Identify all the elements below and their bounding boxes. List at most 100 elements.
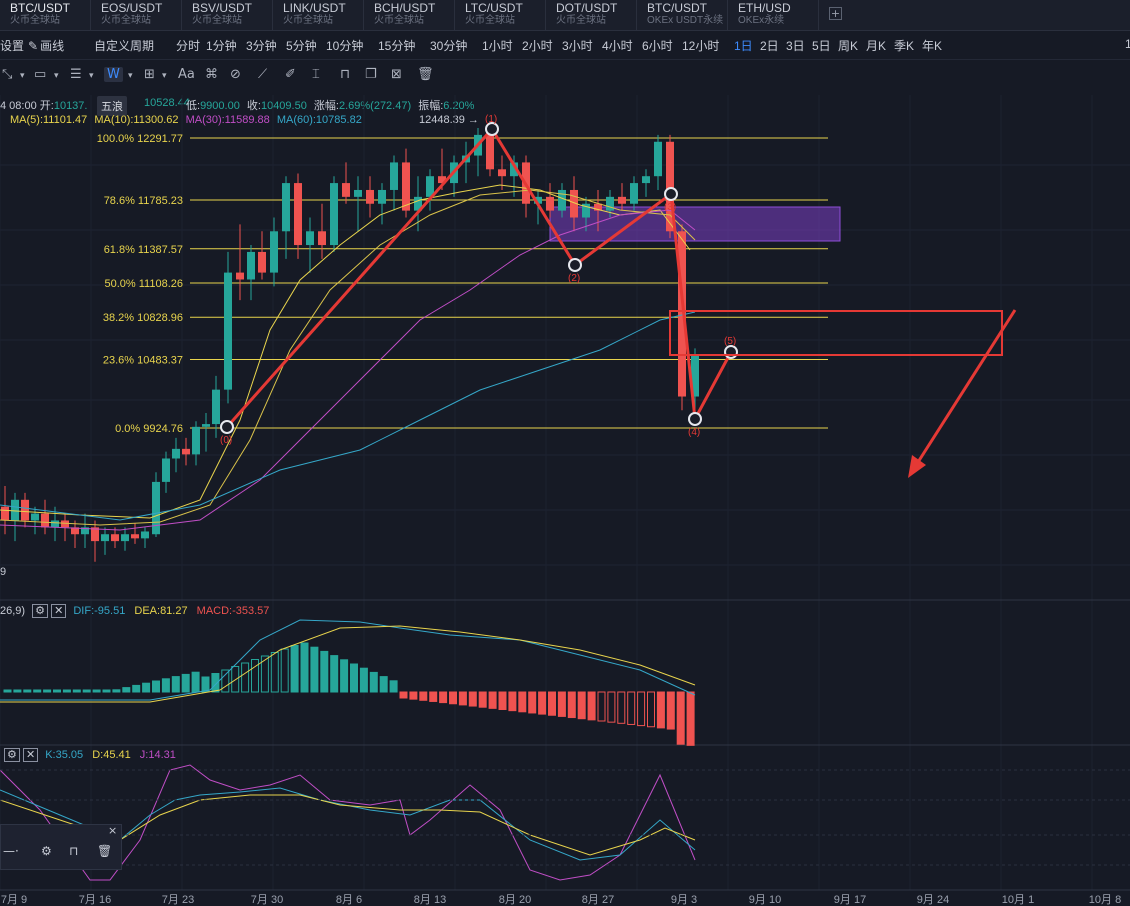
macd-bar <box>468 691 477 707</box>
candle-body <box>270 231 278 273</box>
lines-icon[interactable]: ☰ <box>70 67 82 82</box>
period-12[interactable]: 12小时 <box>682 39 720 53</box>
period-20[interactable]: 年K <box>922 39 943 53</box>
fib-label: 61.8% 11387.57 <box>104 244 183 256</box>
candle-body <box>182 448 190 455</box>
kdj-close-icon[interactable]: ✕ <box>22 748 39 762</box>
period-13[interactable]: 1日 <box>734 39 753 53</box>
period-19[interactable]: 季K <box>894 39 915 53</box>
candle-body <box>438 176 446 184</box>
settings-icon[interactable]: ⚙ <box>41 844 52 858</box>
chevron-down-icon[interactable]: ▾ <box>128 71 133 81</box>
lock-icon[interactable]: ⊓ <box>69 844 79 858</box>
line-style-icon[interactable]: —· <box>3 844 19 858</box>
tab-bch-usdt[interactable]: BCH/USDT 火币全球站 <box>364 0 455 30</box>
wave-label: (2) <box>568 273 580 284</box>
candle-body <box>642 176 650 184</box>
period-16[interactable]: 5日 <box>812 39 831 53</box>
period-6[interactable]: 30分钟 <box>430 39 468 53</box>
rectangle-icon[interactable]: ▭ <box>34 67 47 82</box>
candle-body <box>294 183 302 246</box>
macd-bar <box>647 691 655 728</box>
period-4[interactable]: 10分钟 <box>326 39 364 53</box>
tab-eos-usdt[interactable]: EOS/USDT 火币全球站 <box>91 0 182 30</box>
period-3[interactable]: 5分钟 <box>286 39 317 53</box>
macd-bar <box>656 691 665 729</box>
custom-period-button[interactable]: 自定义周期 <box>94 39 155 53</box>
text-tool-button[interactable]: Aa <box>178 67 195 82</box>
lock-icon[interactable]: ⊓ <box>340 67 351 82</box>
trash-icon[interactable]: 🗑 <box>97 844 113 858</box>
period-7[interactable]: 1小时 <box>482 39 513 53</box>
tab-pair: ETH/USD <box>738 1 791 15</box>
macd-bar <box>161 678 170 693</box>
draw-button[interactable]: ✎ 画线 <box>28 37 64 54</box>
candle-body <box>318 231 326 246</box>
macd-bar <box>122 687 131 693</box>
tab-dot-usdt[interactable]: DOT/USDT 火币全球站 <box>546 0 637 30</box>
tab-ltc-usdt[interactable]: LTC/USDT 火币全球站 <box>455 0 546 30</box>
period-18[interactable]: 月K <box>866 39 887 53</box>
period-15[interactable]: 3日 <box>786 39 805 53</box>
macd-bar <box>92 689 101 693</box>
crosshair-icon[interactable]: ⤡ <box>2 67 13 82</box>
period-0[interactable]: 分时 <box>176 39 201 53</box>
ma10-line <box>0 189 696 526</box>
add-tab-button[interactable]: + <box>829 7 842 20</box>
candle-body <box>11 499 19 521</box>
tab-pair: EOS/USDT <box>101 1 163 15</box>
macd-dea: DEA:81.27 <box>134 605 188 617</box>
macd-settings-icon[interactable]: ⚙ <box>32 604 49 618</box>
candle-body <box>691 355 699 397</box>
candle-body <box>51 520 59 528</box>
chevron-down-icon[interactable]: ▾ <box>89 71 94 81</box>
ohlc-info: 4 08:00 开:10137. 10528.44 <box>0 97 190 113</box>
candle-body <box>224 272 232 390</box>
wave-label: (3) <box>664 202 676 213</box>
wave-tool-icon[interactable]: W <box>104 67 123 82</box>
macd-close-icon[interactable]: ✕ <box>51 604 67 618</box>
tab-exchange: OKEx USDT永续 <box>647 15 724 26</box>
period-14[interactable]: 2日 <box>760 39 779 53</box>
tab-btc-usdt[interactable]: BTC/USDT OKEx USDT永续 <box>637 0 728 30</box>
ohlc-change-label: 涨幅: <box>313 100 339 112</box>
period-5[interactable]: 15分钟 <box>378 39 416 53</box>
macd-bar <box>508 691 517 712</box>
grid-icon[interactable]: ⊞ <box>144 67 155 82</box>
period-11[interactable]: 6小时 <box>642 39 673 53</box>
period-2[interactable]: 3分钟 <box>246 39 277 53</box>
trash-icon[interactable]: 🗑 <box>417 67 434 82</box>
measure-icon[interactable]: ⌶ <box>312 67 320 82</box>
ruler-icon[interactable]: ⟋ <box>258 67 268 82</box>
period-10[interactable]: 4小时 <box>602 39 633 53</box>
period-8[interactable]: 2小时 <box>522 39 553 53</box>
candle-body <box>141 531 149 539</box>
brush-icon[interactable]: ⌘ <box>205 67 218 82</box>
panel-close-icon[interactable]: × <box>108 824 118 837</box>
pencil-icon: ✎ <box>28 39 39 53</box>
fib-label: 100.0% 12291.77 <box>97 133 183 145</box>
tab-eth-usd[interactable]: ETH/USD OKEx永续 <box>728 0 819 30</box>
kdj-settings-icon[interactable]: ⚙ <box>4 748 20 762</box>
candle-body <box>654 141 662 177</box>
projection-arrow <box>911 309 1017 471</box>
macd-bar <box>399 691 408 699</box>
copy-icon[interactable]: ❐ <box>365 67 377 82</box>
tab-link-usdt[interactable]: LINK/USDT 火币全球站 <box>273 0 364 30</box>
period-17[interactable]: 周K <box>838 39 859 53</box>
wave-point <box>568 258 582 272</box>
hide-icon[interactable]: ⊠ <box>391 67 402 82</box>
settings-button[interactable]: 设置 <box>0 39 25 53</box>
chevron-down-icon[interactable]: ▾ <box>20 71 25 81</box>
chevron-down-icon[interactable]: ▾ <box>162 71 167 81</box>
period-1[interactable]: 1分钟 <box>206 39 237 53</box>
eraser-icon[interactable]: ✐ <box>285 67 296 82</box>
magnet-icon[interactable]: ⊘ <box>230 67 241 82</box>
tab-bsv-usdt[interactable]: BSV/USDT 火币全球站 <box>182 0 273 30</box>
period-9[interactable]: 3小时 <box>562 39 593 53</box>
tab-btc-usdt[interactable]: BTC/USDT 火币全球站 <box>0 0 91 30</box>
candle-body <box>121 534 129 542</box>
chevron-down-icon[interactable]: ▾ <box>54 71 59 81</box>
macd-bar <box>102 689 111 693</box>
